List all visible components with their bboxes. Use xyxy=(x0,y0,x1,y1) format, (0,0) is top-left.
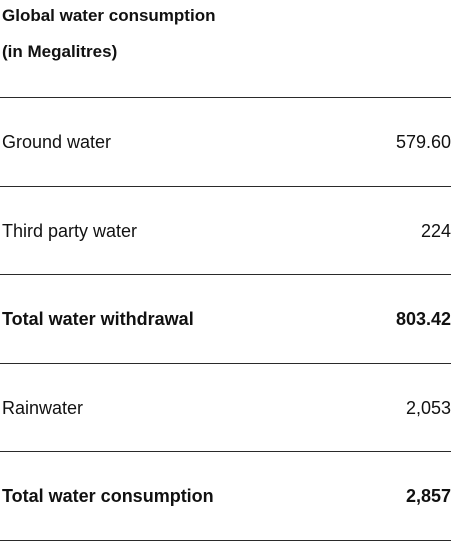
table-row-ground-water: Ground water 579.60 xyxy=(0,98,451,186)
table-row-total-water-withdrawal: Total water withdrawal 803.42 xyxy=(0,275,451,363)
row-value: 803.42 xyxy=(395,308,451,329)
row-label: Total water withdrawal xyxy=(2,308,194,329)
row-label: Third party water xyxy=(2,220,138,241)
row-label: Total water consumption xyxy=(2,485,214,506)
divider xyxy=(0,274,451,275)
row-value: 2,053 xyxy=(405,397,451,418)
row-value: 2,857 xyxy=(405,485,451,506)
table-subtitle-units: (in Megalitres) xyxy=(2,42,118,61)
table-row-total-water-consumption: Total water consumption 2,857 xyxy=(0,452,451,540)
row-value: 224 xyxy=(420,220,451,241)
divider xyxy=(0,186,451,187)
divider xyxy=(0,451,451,452)
row-value: 579.60 xyxy=(395,131,451,152)
divider xyxy=(0,363,451,364)
table-row-rainwater: Rainwater 2,053 xyxy=(0,364,451,452)
table-title: Global water consumption xyxy=(2,6,216,25)
table-row-third-party-water: Third party water 224 xyxy=(0,187,451,275)
divider xyxy=(0,540,451,541)
row-label: Rainwater xyxy=(2,397,84,418)
divider xyxy=(0,97,451,98)
row-label: Ground water xyxy=(2,131,112,152)
